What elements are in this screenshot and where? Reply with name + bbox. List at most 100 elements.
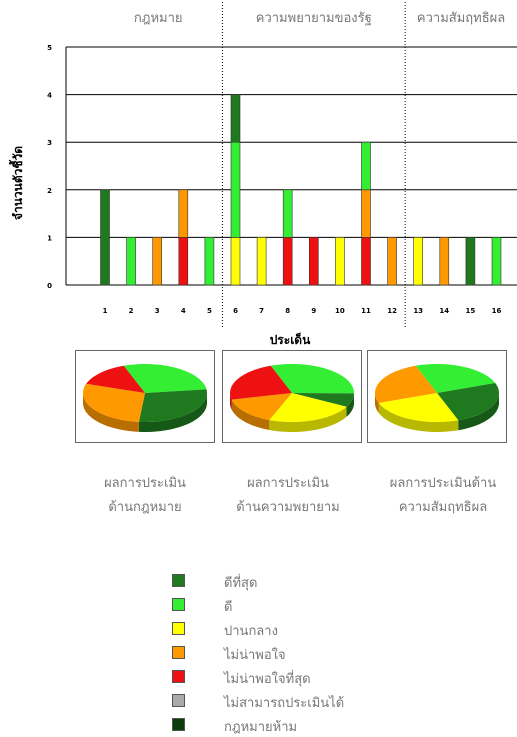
bar-10-seg-1 <box>335 237 345 286</box>
y-axis-title: จำนวนตัวชี้วัด <box>8 146 25 220</box>
legend-label-unsatisfactory: ไม่น่าพอใจ <box>224 648 286 663</box>
x-tick-label-10: 10 <box>335 307 345 315</box>
legend-swatch-best <box>172 574 185 587</box>
law-pie-side-3-1 <box>83 393 139 432</box>
caption-achievement-line1: ผลการประเมินด้าน <box>389 476 497 491</box>
x-tick-label-9: 9 <box>311 307 316 315</box>
y-tick-label-2: 2 <box>47 187 52 195</box>
x-tick-label-1: 1 <box>103 307 108 315</box>
bar-11-seg-1 <box>361 237 371 286</box>
caption-law: ผลการประเมิน ด้านกฎหมาย <box>70 472 220 520</box>
x-tick-label-11: 11 <box>361 307 371 315</box>
bar-4-seg-2 <box>178 189 189 238</box>
x-tick-label-4: 4 <box>181 307 186 315</box>
effort-pie-side-4-1 <box>231 399 270 430</box>
caption-effort: ผลการประเมิน ด้านความพยายาม <box>213 472 363 520</box>
legend-item-na: ไม่สามารถประเมินได้ <box>172 692 392 712</box>
achievement-pie-slice-4 <box>375 365 437 403</box>
achievement-pie-side-3-1 <box>378 402 459 432</box>
bar-13-seg-1 <box>413 237 424 286</box>
law-pie-side-2-1 <box>138 393 207 432</box>
y-tick-label-3: 3 <box>47 139 52 147</box>
legend-swatch-prohibited <box>172 718 185 731</box>
x-tick-label-2: 2 <box>129 307 134 315</box>
bar-6-seg-2 <box>230 141 241 238</box>
law-pie-slice-2 <box>138 389 207 422</box>
legend-label-good: ดี <box>224 600 233 615</box>
legend-label-best: ดีที่สุด <box>224 576 258 591</box>
x-tick-label-6: 6 <box>233 307 238 315</box>
legend-swatch-fair <box>172 622 185 635</box>
bar-4-seg-1 <box>178 237 189 286</box>
caption-law-line1: ผลการประเมิน <box>104 476 186 491</box>
x-tick-label-15: 15 <box>466 307 476 315</box>
x-tick-label-12: 12 <box>387 307 397 315</box>
x-tick-label-3: 3 <box>155 307 160 315</box>
y-tick-label-1: 1 <box>47 234 52 242</box>
achievement-pie-side-4-1 <box>375 393 379 413</box>
achievement-pie-side-2-1 <box>458 393 499 431</box>
section-label-1: กฎหมาย <box>134 11 183 26</box>
caption-achievement-line2: ความสัมฤทธิผล <box>398 500 488 515</box>
legend-label-fair: ปานกลาง <box>224 624 278 639</box>
x-tick-label-14: 14 <box>439 307 449 315</box>
achievement-pie-slice-1 <box>415 364 496 393</box>
y-tick-label-4: 4 <box>47 92 52 100</box>
pie-chart-achievement <box>367 350 507 443</box>
x-tick-label-16: 16 <box>492 307 502 315</box>
law-pie-slice-1 <box>123 364 207 393</box>
legend-swatch-worst <box>172 670 185 683</box>
bar-16-seg-1 <box>491 237 502 286</box>
section-label-2: ความพยายามของรัฐ <box>256 11 372 26</box>
x-tick-label-8: 8 <box>285 307 290 315</box>
bar-7-seg-1 <box>256 237 267 286</box>
bar-8-seg-1 <box>282 237 293 286</box>
legend-item-unsatisfactory: ไม่น่าพอใจ <box>172 644 392 664</box>
section-label-3: ความสัมฤทธิผล <box>417 11 505 26</box>
law-pie-slice-3 <box>83 383 145 422</box>
x-tick-label-7: 7 <box>259 307 264 315</box>
bar-1-seg-1 <box>100 189 110 286</box>
y-tick-label-0: 0 <box>47 282 52 290</box>
bar-6-seg-3 <box>230 94 241 143</box>
x-tick-label-5: 5 <box>207 307 212 315</box>
caption-effort-line1: ผลการประเมิน <box>247 476 329 491</box>
effort-pie-slice-5 <box>230 365 292 400</box>
achievement-pie-slice-2 <box>437 383 499 421</box>
pie-chart-effort <box>222 350 362 443</box>
pie-svg-law <box>83 364 207 432</box>
x-tick-label-13: 13 <box>413 307 423 315</box>
effort-pie-side-2-1 <box>346 393 354 417</box>
pie-chart-law <box>75 350 215 443</box>
y-tick-label-5: 5 <box>47 44 52 52</box>
law-pie-slice-4 <box>86 365 145 393</box>
legend-item-good: ดี <box>172 596 392 616</box>
bar-5-seg-1 <box>204 237 215 286</box>
effort-pie-slice-4 <box>231 393 292 420</box>
legend-swatch-good <box>172 598 185 611</box>
bar-8-seg-2 <box>282 189 293 238</box>
pie-svg-achievement <box>375 364 499 432</box>
effort-pie-slice-1 <box>270 364 354 394</box>
achievement-pie-slice-3 <box>378 393 459 422</box>
legend-label-prohibited: กฎหมายห้าม <box>224 720 298 735</box>
bar-11-seg-2 <box>361 189 371 238</box>
legend-label-worst: ไม่น่าพอใจที่สุด <box>224 672 311 687</box>
bar-2-seg-1 <box>126 237 136 286</box>
bar-11-seg-3 <box>361 141 371 191</box>
effort-pie-side-5-1 <box>230 393 232 410</box>
bar-12-seg-1 <box>387 237 397 286</box>
effort-pie-slice-3 <box>269 393 347 422</box>
bar-9-seg-1 <box>308 237 319 286</box>
effort-pie-side-3-1 <box>269 406 347 432</box>
caption-effort-line2: ด้านความพยายาม <box>236 500 340 515</box>
legend-label-na: ไม่สามารถประเมินได้ <box>224 696 345 711</box>
caption-achievement: ผลการประเมินด้าน ความสัมฤทธิผล <box>368 472 517 520</box>
legend-item-fair: ปานกลาง <box>172 620 392 640</box>
legend-swatch-unsatisfactory <box>172 646 185 659</box>
x-axis-title: ประเด็น <box>270 332 311 347</box>
pie-svg-effort <box>230 364 354 432</box>
bar-3-seg-1 <box>152 237 162 286</box>
bar-6-seg-1 <box>230 237 241 286</box>
